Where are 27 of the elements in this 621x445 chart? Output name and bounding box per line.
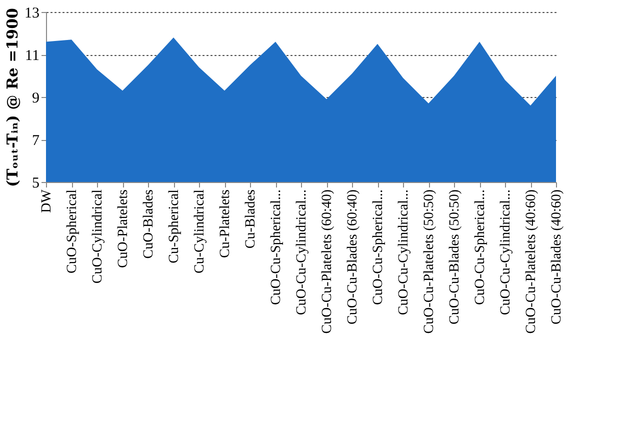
- x-tick-label: CuO-Cu-Platelets (50:50): [422, 189, 437, 334]
- x-tick-label: CuO-Cu-Cylindrical...: [498, 190, 514, 316]
- x-tick-label: CuO-Cu-Platelets (60:40): [320, 189, 335, 334]
- x-tick-label: Cu-Spherical: [167, 189, 182, 264]
- y-tick-label: 13: [24, 6, 40, 22]
- x-tick-label: CuO-Cu-Blades (40:60): [550, 189, 564, 324]
- x-tick-label: CuO-Platelets: [116, 190, 131, 268]
- x-tick-label: Cu-Platelets: [218, 190, 233, 258]
- x-tick-label: CuO-Cu-Spherical...: [269, 190, 284, 305]
- y-tick-label: 7: [32, 133, 40, 149]
- x-tick-label: CuO-Cu-Spherical...: [371, 190, 386, 305]
- y-axis-title: (Tₒᵤₜ-Tᵢₙ) @ Re =1900: [4, 8, 22, 187]
- x-tick-label: Cu-Cylindrical: [192, 189, 208, 274]
- y-tick-label: 5: [32, 176, 40, 192]
- x-tick-label: Cu-Blades: [244, 190, 258, 249]
- x-tick-label: DW: [40, 188, 54, 213]
- x-tick-label: CuO-Cu-Blades (60:40): [346, 189, 360, 324]
- x-tick-label: CuO-Cu-Spherical...: [473, 190, 488, 305]
- x-tick-label: CuO-Cu-Cylindrical...: [294, 190, 310, 316]
- x-tick-label: CuO-Cu-Cylindrical...: [396, 190, 412, 316]
- x-tick-label: CuO-Cu-Platelets (40:60): [524, 189, 539, 334]
- x-tick-label: CuO-Spherical: [65, 189, 80, 274]
- y-tick-label: 11: [25, 48, 40, 64]
- x-tick-label: CuO-Cu-Blades (50:50): [448, 189, 462, 324]
- y-tick-label: 9: [32, 90, 40, 106]
- x-tick-label: CuO-Cylindrical: [90, 189, 106, 284]
- x-tick-label: CuO-Blades: [142, 190, 156, 259]
